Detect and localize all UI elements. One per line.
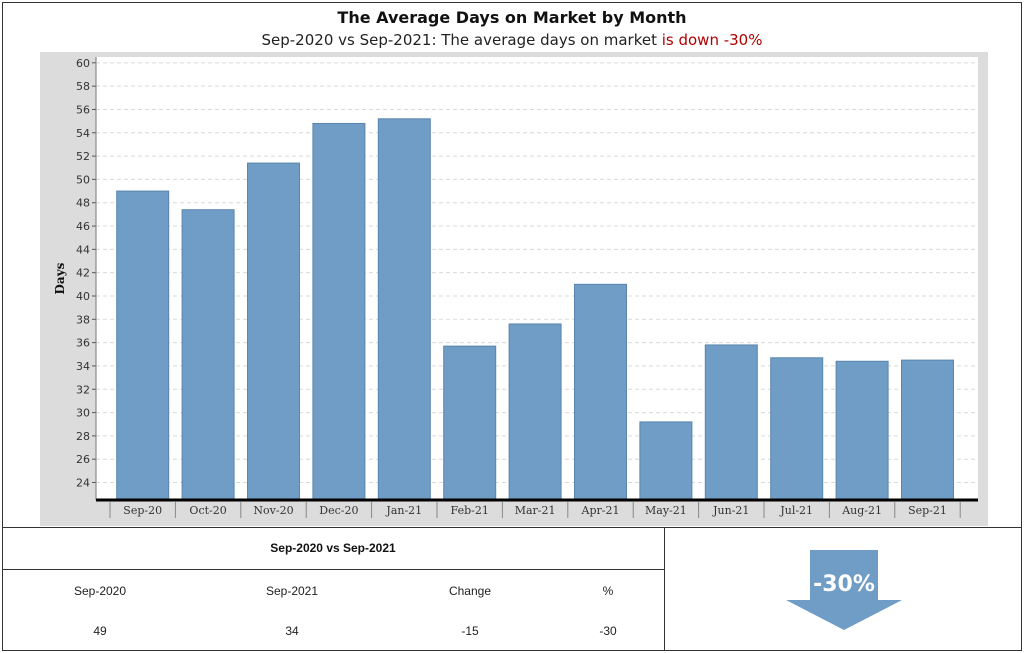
x-tick-label: Nov-20 [253, 504, 293, 517]
x-tick-label: Mar-21 [515, 504, 556, 517]
y-tick-label: 34 [76, 360, 90, 373]
subtitle-main: Sep-2020 vs Sep-2021: The average days o… [261, 31, 662, 49]
header-sep-2020: Sep-2020 [73, 584, 127, 598]
bar-nov-20 [247, 162, 300, 501]
x-tick-label: May-21 [645, 504, 687, 517]
y-axis-label: Days [53, 262, 67, 294]
value-sep-2021: 34 [285, 624, 299, 638]
x-tick-label: Oct-20 [189, 504, 226, 517]
bar-jul-21 [770, 357, 824, 501]
bar-jun-21 [704, 344, 758, 501]
y-tick-label: 52 [76, 150, 90, 163]
bar-apr-21 [574, 283, 627, 501]
summary-title: Sep-2020 vs Sep-2021 [270, 541, 396, 555]
y-tick-label: 58 [76, 80, 90, 93]
y-tick-label: 32 [76, 383, 90, 396]
y-tick-label: 28 [76, 430, 90, 443]
chart-subtitle: Sep-2020 vs Sep-2021: The average days o… [0, 31, 1024, 49]
bar-sep-20 [116, 190, 170, 501]
y-tick-label: 30 [76, 407, 90, 420]
bar-mar-21 [508, 323, 562, 501]
y-tick-label: 40 [76, 290, 90, 303]
x-tick-label: Jan-21 [385, 504, 422, 517]
header-change: Change [448, 584, 492, 598]
summary-title-rule [2, 569, 664, 570]
value-change: -15 [461, 624, 479, 638]
x-tick-label: Sep-20 [123, 504, 162, 517]
panel-divider [664, 527, 665, 651]
change-badge: -30% [786, 550, 902, 630]
bar-jan-21 [377, 118, 431, 501]
header-percent: % [602, 584, 614, 598]
y-tick-label: 60 [76, 57, 90, 70]
chart-title: The Average Days on Market by Month [337, 8, 687, 27]
down-arrow-icon [786, 550, 902, 630]
bar-aug-21 [835, 360, 889, 501]
y-tick-label: 48 [76, 197, 90, 210]
bar-dec-20 [312, 122, 366, 501]
y-tick-label: 54 [76, 127, 90, 140]
bar-may-21 [639, 421, 693, 501]
value-percent: -30 [599, 624, 617, 638]
x-tick-label: Dec-20 [319, 504, 358, 517]
bar-chart: 24 26 28 30 32 34 36 38 40 42 44 46 48 50 52 54 56 58 60 Da… [40, 52, 988, 526]
change-badge-label: -30% [813, 572, 875, 597]
y-tick-label: 24 [76, 477, 90, 490]
subtitle-highlight: is down -30% [661, 31, 763, 49]
section-divider [2, 527, 1022, 528]
bar-feb-21 [443, 345, 497, 501]
x-tick-label: Jul-21 [779, 504, 813, 517]
bar-sep-21 [901, 359, 954, 501]
value-sep-2020: 49 [93, 624, 107, 638]
x-tick-label: Sep-21 [908, 504, 947, 517]
y-tick-label: 36 [76, 337, 90, 350]
y-tick-label: 50 [76, 173, 90, 186]
y-tick-label: 44 [76, 243, 90, 256]
x-tick-label: Feb-21 [451, 504, 489, 517]
bar-oct-20 [181, 209, 235, 501]
y-tick-label: 38 [76, 313, 90, 326]
y-tick-label: 26 [76, 453, 90, 466]
y-tick-label: 42 [76, 267, 90, 280]
header-sep-2021: Sep-2021 [265, 584, 319, 598]
y-tick-label: 46 [76, 220, 90, 233]
x-tick-label: Apr-21 [581, 504, 620, 517]
y-tick-label: 56 [76, 103, 90, 116]
x-tick-label: Jun-21 [712, 504, 749, 517]
x-tick-label: Aug-21 [841, 504, 882, 517]
